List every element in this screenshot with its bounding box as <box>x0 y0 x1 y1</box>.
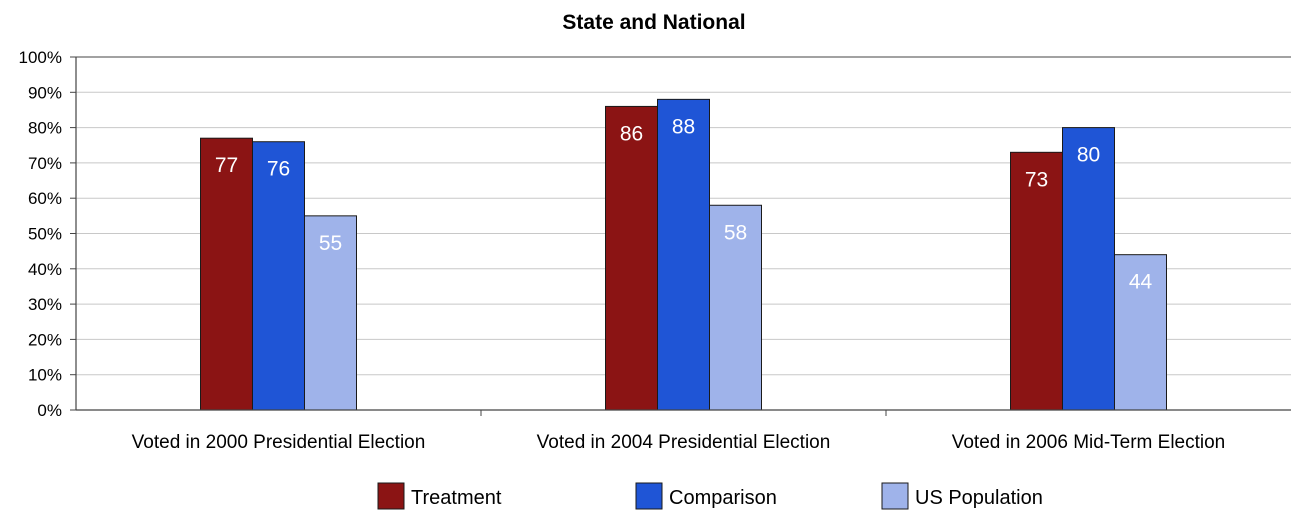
y-tick-label: 10% <box>28 366 62 385</box>
bars: 77 76 55 86 88 58 73 80 44 <box>200 98 1167 411</box>
y-tick-label: 100% <box>19 48 62 67</box>
x-category-label: Voted in 2004 Presidential Election <box>537 432 831 453</box>
data-label: 44 <box>1129 271 1153 294</box>
bar <box>200 137 253 411</box>
legend-label: US Population <box>915 487 1043 509</box>
y-tick-label: 90% <box>28 83 62 102</box>
y-tick-label: 20% <box>28 330 62 349</box>
y-tick-label: 60% <box>28 189 62 208</box>
bar <box>304 215 357 411</box>
legend-swatch <box>635 482 663 510</box>
y-tick-label: 80% <box>28 119 62 138</box>
bar <box>1114 254 1167 411</box>
y-tick-label: 50% <box>28 225 62 244</box>
legend-label: Treatment <box>411 487 502 509</box>
bar <box>252 141 305 411</box>
chart-title: State and National <box>562 11 745 34</box>
data-label: 58 <box>724 221 747 244</box>
x-category-label: Voted in 2006 Mid-Term Election <box>952 432 1226 453</box>
axes: 0% 10% 20% 30% 40% 50% 60% 70% 80% 90% 100% Voted i… <box>19 48 1291 453</box>
x-category-label: Voted in 2000 Presidential Election <box>132 432 426 453</box>
data-label: 86 <box>620 122 643 145</box>
legend-swatch <box>377 482 405 510</box>
data-label: 88 <box>672 115 695 138</box>
bar <box>709 204 762 411</box>
bar <box>1062 127 1115 411</box>
y-tick-label: 70% <box>28 154 62 173</box>
data-label: 77 <box>215 154 238 177</box>
bar <box>657 98 710 411</box>
bar <box>605 105 658 411</box>
y-tick-label: 40% <box>28 260 62 279</box>
legend-label: Comparison <box>669 487 777 509</box>
y-tick-label: 0% <box>37 401 62 420</box>
legend: Treatment Comparison US Population <box>377 482 1043 510</box>
data-label: 80 <box>1077 144 1100 167</box>
data-label: 55 <box>319 232 342 255</box>
legend-swatch <box>881 482 909 510</box>
y-tick-label: 30% <box>28 295 62 314</box>
data-label: 76 <box>267 158 290 181</box>
data-label: 73 <box>1025 168 1048 191</box>
